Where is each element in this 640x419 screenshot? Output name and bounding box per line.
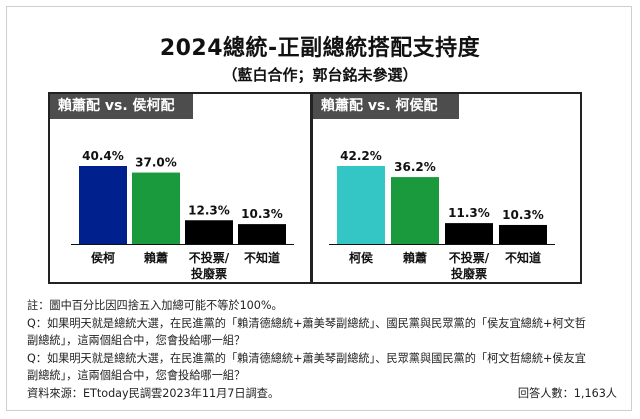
question-2-line-1: Q：如果明天就是總統大選，在民進黨的「賴清德總統+蕭美琴副總統」、民眾黨與國民黨… bbox=[27, 351, 586, 365]
value-label-2: 36.2% bbox=[394, 160, 436, 174]
data-source: 資料來源：ETtoday民調雲2023年11月7日調查。 bbox=[27, 386, 280, 400]
value-label-3: 11.3% bbox=[448, 206, 490, 220]
rounding-note: 註：圖中百分比因四捨五入加總可能不等於100%。 bbox=[27, 299, 283, 312]
category-label-3-line-1: 不投票/ bbox=[449, 250, 490, 265]
chart-subtitle: （藍白合作；郭台銘未參選） bbox=[222, 66, 418, 84]
source-row: 資料來源：ETtoday民調雲2023年11月7日調查。 回答人數：1,163人 bbox=[27, 385, 617, 403]
bar-2 bbox=[132, 172, 180, 244]
category-label-1: 柯侯 bbox=[349, 250, 374, 265]
category-label-1: 侯柯 bbox=[91, 250, 115, 265]
right-chart-panel: 42.2% 柯侯 36.2% 賴蕭 11.3% 不投票/投廢票 10.3% 不知道 賴蕭配 v… bbox=[311, 92, 582, 284]
question-1-line-2: 副總統」，這兩個組合中，您會投給哪一組？ bbox=[27, 334, 246, 348]
bar-1 bbox=[337, 166, 385, 244]
value-label-4: 10.3% bbox=[241, 207, 283, 221]
left-chart-panel: 40.4% 侯柯 37.0% 賴蕭 12.3% 不投票/投廢票 10.3% 不知道 賴蕭配 v… bbox=[48, 92, 312, 284]
right-bar-chart: 42.2% 柯侯 36.2% 賴蕭 11.3% 不投票/投廢票 10.3% 不知道 bbox=[329, 149, 555, 281]
bar-3 bbox=[445, 223, 493, 244]
value-label-3: 12.3% bbox=[188, 203, 230, 217]
bar-4 bbox=[238, 224, 286, 244]
bar-2 bbox=[391, 177, 439, 244]
footnotes: 註：圖中百分比因四捨五入加總可能不等於100%。 Q：如果明天就是總統大選，在民… bbox=[27, 297, 617, 403]
right-panel-title: 賴蕭配 vs. 柯侯配 bbox=[313, 94, 459, 119]
category-label-2: 賴蕭 bbox=[403, 250, 427, 265]
category-label-4: 不知道 bbox=[244, 250, 280, 265]
respondent-count: 回答人數：1,163人 bbox=[517, 386, 617, 400]
value-label-1: 42.2% bbox=[340, 149, 382, 163]
question-1-line-1: Q：如果明天就是總統大選，在民進黨的「賴清德總統+蕭美琴副總統」、國民黨與民眾黨… bbox=[27, 316, 586, 330]
category-label-3-line-2: 投廢票 bbox=[191, 266, 227, 281]
category-label-3-line-1: 不投票/ bbox=[189, 250, 230, 265]
question-2-line-2: 副總統」，這兩個組合中，您會投給哪一組？ bbox=[27, 369, 246, 383]
category-label-2: 賴蕭 bbox=[144, 250, 168, 265]
bar-4 bbox=[499, 224, 547, 244]
category-label-4: 不知道 bbox=[505, 250, 541, 265]
value-label-2: 37.0% bbox=[135, 156, 177, 170]
value-label-1: 40.4% bbox=[82, 149, 124, 163]
bar-3 bbox=[185, 220, 233, 244]
value-label-4: 10.3% bbox=[502, 208, 544, 222]
infographic-frame bbox=[6, 6, 632, 411]
chart-title: 2024總統-正副總統搭配支持度 bbox=[159, 36, 481, 61]
left-bar-chart: 40.4% 侯柯 37.0% 賴蕭 12.3% 不投票/投廢票 10.3% 不知道 bbox=[71, 149, 294, 281]
left-panel-title: 賴蕭配 vs. 侯柯配 bbox=[50, 94, 193, 119]
bar-1 bbox=[79, 166, 127, 244]
category-label-3-line-2: 投廢票 bbox=[451, 266, 487, 281]
